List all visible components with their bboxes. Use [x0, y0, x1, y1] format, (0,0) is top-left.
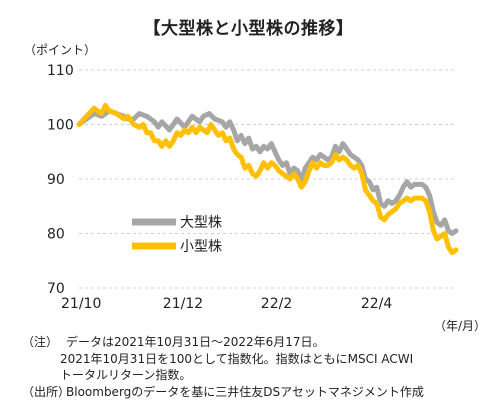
source-label: （出所）	[22, 384, 71, 399]
series-line-large-cap	[76, 108, 459, 236]
y-tick-label: 80	[47, 227, 65, 243]
source-text: Bloombergのデータを基に三井住友DSアセットマネジメント作成	[66, 384, 424, 399]
x-axis-tick-labels: 21/10 21/12 22/2 22/4	[61, 296, 392, 312]
note-row-1: （注） データは2021年10月31日～2022年6月17日。	[22, 334, 424, 351]
series-lines	[76, 102, 459, 256]
footnotes: （注） データは2021年10月31日～2022年6月17日。 2021年10月…	[22, 334, 424, 400]
y-axis-tick-labels: 70 80 90 100 110	[47, 63, 74, 297]
chart-title: 【大型株と小型株の推移】	[143, 19, 354, 39]
y-axis-unit: （ポイント）	[24, 43, 97, 57]
legend-label-large-cap: 大型株	[180, 215, 222, 231]
y-tick-label: 90	[47, 172, 65, 188]
source-row: （出所） Bloombergのデータを基に三井住友DSアセットマネジメント作成	[22, 384, 424, 401]
y-tick-label: 70	[47, 281, 65, 297]
x-tick-label: 21/10	[61, 296, 101, 312]
note-text-2: 2021年10月31日を100として指数化。指数はともにMSCI ACWI	[60, 351, 414, 366]
note-label: （注）	[22, 335, 59, 349]
y-tick-label: 110	[47, 63, 74, 79]
x-axis-unit: （年/月）	[434, 319, 487, 333]
note-text-1: データは2021年10月31日～2022年6月17日。	[66, 335, 325, 349]
series-line-small-cap	[76, 102, 459, 256]
grid-lines	[79, 69, 456, 289]
x-tick-label: 22/4	[361, 296, 393, 312]
legend: 大型株 小型株	[132, 215, 222, 255]
x-tick-label: 21/12	[163, 296, 203, 312]
x-tick-label: 22/2	[261, 296, 292, 312]
note-text-3: トータルリターン指数。	[60, 368, 192, 382]
legend-label-small-cap: 小型株	[180, 239, 222, 255]
y-tick-label: 100	[47, 118, 74, 134]
